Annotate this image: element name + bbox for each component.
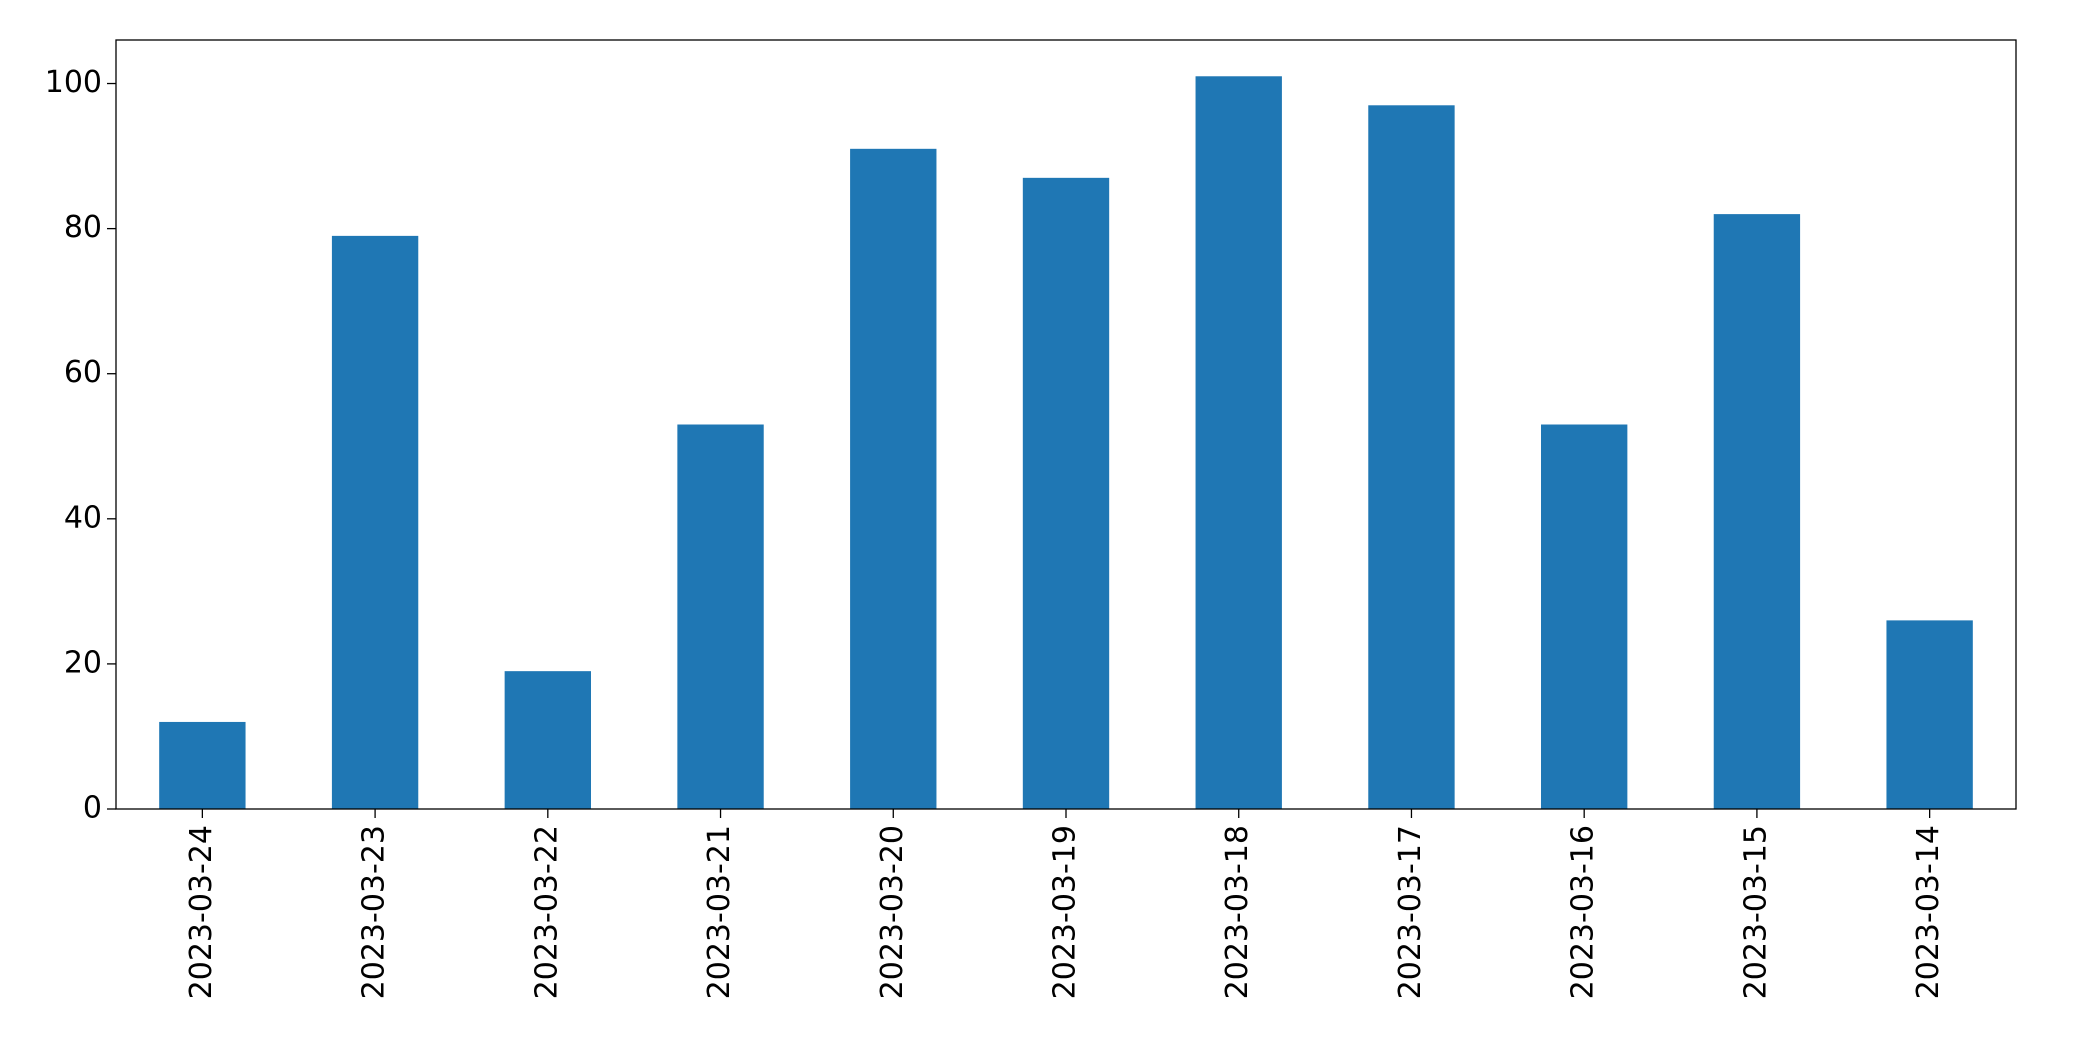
x-tick-label: 2023-03-22 <box>529 825 564 999</box>
bar <box>504 671 591 809</box>
x-tick-label: 2023-03-17 <box>1393 825 1428 999</box>
bar <box>1368 105 1455 809</box>
x-tick-label: 2023-03-15 <box>1738 825 1773 999</box>
x-tick-label: 2023-03-16 <box>1566 825 1601 999</box>
bar <box>1195 76 1282 810</box>
bar <box>1886 620 1973 809</box>
bar <box>1022 177 1110 810</box>
y-tick-label: 0 <box>83 791 102 826</box>
x-tick-label: 2023-03-20 <box>875 825 910 999</box>
bar <box>677 424 764 809</box>
y-tick-label: 20 <box>64 645 102 680</box>
y-tick-label: 80 <box>64 210 102 245</box>
x-tick-label: 2023-03-23 <box>357 825 392 999</box>
plot-frame <box>115 39 2017 810</box>
bar <box>850 148 937 810</box>
bar <box>1541 424 1628 809</box>
x-tick-label: 2023-03-19 <box>1048 825 1083 999</box>
bar <box>159 721 246 809</box>
bar <box>1713 214 1801 809</box>
bar <box>331 235 419 809</box>
x-tick-label: 2023-03-21 <box>702 825 737 999</box>
y-tick-label: 40 <box>64 500 102 535</box>
x-tick-label: 2023-03-14 <box>1911 825 1946 999</box>
y-tick-label: 100 <box>45 65 102 100</box>
y-tick-label: 60 <box>64 355 102 390</box>
x-tick-label: 2023-03-24 <box>184 825 219 999</box>
x-tick-label: 2023-03-18 <box>1220 825 1255 999</box>
